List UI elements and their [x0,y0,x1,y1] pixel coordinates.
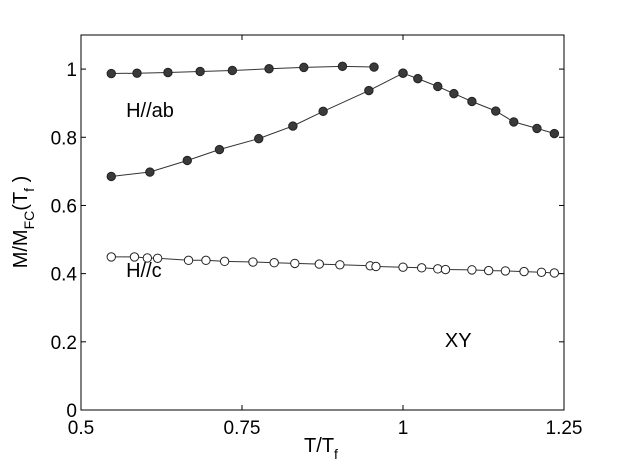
data-point [248,257,258,267]
y-tick-label: 0.4 [51,265,78,286]
annotations: H//ab H//c XY [126,100,471,352]
data-point [549,268,560,278]
axis-ticks: 0.5 0.75 1 1.25 0 0.2 0.4 0.6 0.8 1 [51,35,583,439]
y-tick-label: 0 [66,401,77,422]
data-point [314,259,324,269]
data-point [491,106,501,116]
plot-frame [80,34,565,411]
series-layer [106,61,560,278]
annotation: H//c [126,260,162,282]
data-point [467,96,477,107]
x-tick-label: 0.5 [68,418,94,439]
x-tick-label: 1.25 [546,418,583,439]
annotation: H//ab [126,100,174,122]
data-point [536,267,547,277]
x-tick-label: 1 [398,418,409,439]
data-point [288,121,298,131]
data-point [299,62,309,73]
series-line [111,65,375,74]
data-point [182,155,192,166]
data-point [106,171,116,182]
y-tick-label: 0.8 [51,128,77,149]
series-2 [398,68,560,139]
data-point [269,258,279,268]
data-point [483,265,494,276]
series-3 [106,252,560,278]
data-point [264,64,274,74]
data-point [227,65,238,76]
data-point [106,252,116,262]
data-point [132,68,142,78]
data-point [364,85,374,96]
data-point [219,256,230,267]
annotation: XY [445,330,472,352]
data-point [467,265,477,275]
data-point [433,264,443,274]
data-point [214,144,225,155]
data-point [201,255,211,266]
data-point [549,128,560,139]
data-point [371,261,381,272]
data-point [318,106,328,117]
data-point [449,88,459,99]
data-point [290,258,300,269]
data-point [532,123,542,134]
data-point [183,255,194,266]
y-tick-label: 0.2 [51,333,77,354]
data-point [129,252,140,262]
data-point [337,61,348,72]
data-point [145,167,155,177]
data-point [152,253,163,263]
data-point [416,263,427,273]
data-point [509,117,519,127]
data-point [398,262,408,272]
data-point [163,67,173,78]
series-line [111,72,404,177]
series-0 [106,61,379,79]
data-point [500,266,511,276]
data-point [440,264,451,275]
y-tick-label: 0.6 [51,196,77,217]
y-axis-label: M/MFC(Tf ) [10,176,37,269]
data-point [254,133,264,144]
y-tick-label: 1 [66,60,77,81]
data-point [335,260,345,270]
series-1 [106,68,408,182]
data-point [519,266,529,277]
data-point [369,62,379,72]
data-point [433,81,443,92]
data-point [195,66,205,77]
data-point [398,68,408,78]
x-tick-label: 0.75 [224,418,261,439]
data-point [413,73,423,84]
data-point [142,253,153,263]
series-line [402,72,555,134]
x-axis-label: T/Tf [304,435,338,462]
data-point [106,68,116,79]
